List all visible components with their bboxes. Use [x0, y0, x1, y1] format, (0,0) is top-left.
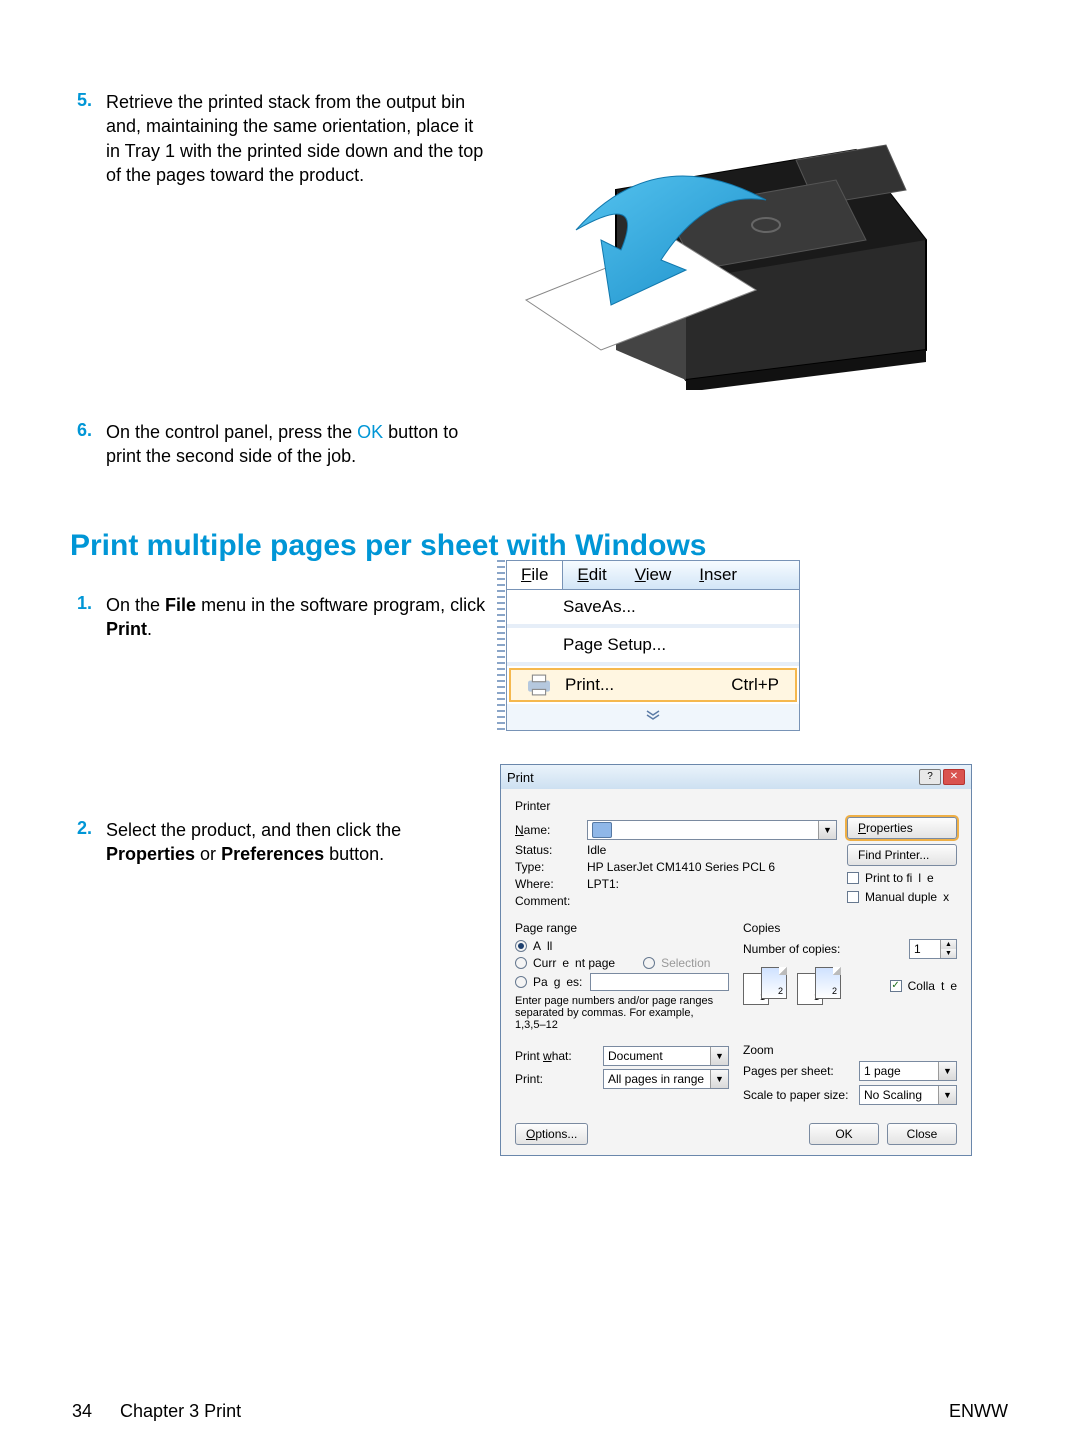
dropdown-arrow-icon: ▼ [818, 821, 836, 839]
spin-down[interactable]: ▼ [940, 949, 956, 958]
zoom-label: Zoom [743, 1043, 957, 1057]
print-range-select[interactable]: All pages in range▼ [603, 1069, 729, 1089]
text-prefix: On the control panel, press the [106, 422, 357, 442]
ok-button[interactable]: OK [809, 1123, 879, 1145]
all-radio[interactable]: All [515, 939, 552, 953]
print-range-label: Print: [515, 1072, 595, 1086]
step-6-row: 6. On the control panel, press the OK bu… [70, 420, 1010, 469]
collate-checkbox[interactable]: ✓Collate [890, 979, 957, 993]
printer-group-label: Printer [515, 799, 957, 813]
spin-up[interactable]: ▲ [940, 940, 956, 949]
menu-page-setup[interactable]: Page Setup... [507, 628, 799, 662]
menu-edit[interactable]: Edit [563, 561, 620, 589]
t: button. [324, 844, 384, 864]
bold-file: File [165, 595, 196, 615]
print-what-select[interactable]: Document▼ [603, 1046, 729, 1066]
name-label: Name: [515, 823, 579, 837]
pages-input[interactable] [590, 973, 729, 991]
toolbar-dots [497, 560, 505, 731]
num-copies-value: 1 [910, 940, 940, 958]
pages-per-sheet-select[interactable]: 1 page▼ [859, 1061, 957, 1081]
copies-label: Copies [743, 921, 957, 935]
status-label: Status: [515, 843, 579, 857]
page-range-label: Page range [515, 921, 729, 935]
menu-view[interactable]: View [621, 561, 686, 589]
printer-name-select[interactable]: ▼ [587, 820, 837, 840]
dialog-title: Print [507, 770, 534, 785]
footer-right: ENWW [949, 1401, 1008, 1422]
step-number: 1. [70, 593, 106, 614]
options-button[interactable]: Options... [515, 1123, 588, 1145]
num-copies-label: Number of copies: [743, 942, 840, 956]
printer-icon [525, 674, 553, 696]
type-label: Type: [515, 860, 579, 874]
status-value: Idle [587, 843, 606, 857]
t: Select the product, and then click the [106, 820, 401, 840]
print-dialog: Print ? ✕ Printer Name: ▼ Status [500, 764, 972, 1156]
page-content: 5. Retrieve the printed stack from the o… [70, 90, 1010, 1377]
manual-duplex-checkbox[interactable]: Manual duplex [847, 890, 957, 904]
bold-print: Print [106, 619, 147, 639]
menu-insert[interactable]: Inser [685, 561, 751, 589]
print-what-label: Print what: [515, 1049, 595, 1063]
menu-print[interactable]: Print... Ctrl+P [509, 668, 797, 702]
ok-label: OK [357, 422, 383, 442]
step-number: 2. [70, 818, 106, 839]
shortcut: Ctrl+P [731, 675, 787, 695]
printer-icon [592, 822, 612, 838]
pages-radio[interactable]: Pages: [515, 975, 582, 989]
selection-radio: Selection [643, 956, 710, 970]
find-printer-button[interactable]: Find Printer... [847, 844, 957, 866]
dialog-close-button[interactable]: Close [887, 1123, 957, 1145]
help-button[interactable]: ? [919, 769, 941, 785]
step-text: On the File menu in the software program… [106, 593, 486, 642]
current-page-radio[interactable]: Current page [515, 956, 615, 970]
collate-preview: 12 12 [743, 967, 841, 1005]
close-button[interactable]: ✕ [943, 769, 965, 785]
where-label: Where: [515, 877, 579, 891]
menu-save-as[interactable]: Save As... [507, 590, 799, 624]
comment-label: Comment: [515, 894, 579, 908]
section-heading: Print multiple pages per sheet with Wind… [70, 529, 1010, 563]
step-number: 6. [70, 420, 106, 441]
step-text: Retrieve the printed stack from the outp… [106, 90, 486, 187]
pages-help-text: Enter page numbers and/or page ranges se… [515, 995, 725, 1031]
step-number: 5. [70, 90, 106, 111]
step-text: On the control panel, press the OK butto… [106, 420, 486, 469]
print-to-file-checkbox[interactable]: Print to file [847, 871, 957, 885]
separator [507, 662, 799, 666]
properties-button[interactable]: Properties [847, 817, 957, 839]
chevron-down-icon [645, 709, 661, 721]
t: . [147, 619, 152, 639]
bold-properties: Properties [106, 844, 195, 864]
bold-preferences: Preferences [221, 844, 324, 864]
scale-select[interactable]: No Scaling▼ [859, 1085, 957, 1105]
pages-per-sheet-label: Pages per sheet: [743, 1064, 853, 1078]
printer-illustration [506, 90, 946, 390]
where-value: LPT1: [587, 877, 619, 891]
step-text: Select the product, and then click the P… [106, 818, 486, 867]
type-value: HP LaserJet CM1410 Series PCL 6 [587, 860, 775, 874]
menubar: File Edit View Inser [506, 560, 800, 590]
chapter-label: Chapter 3 Print [120, 1401, 241, 1422]
num-copies-spinbox[interactable]: 1 ▲▼ [909, 939, 957, 959]
t: menu in the software program, click [196, 595, 485, 615]
t: On the [106, 595, 165, 615]
t: or [195, 844, 221, 864]
page-footer: 34 Chapter 3 Print ENWW [72, 1401, 1008, 1422]
menu-expand[interactable] [507, 704, 799, 730]
file-dropdown: Save As... Page Setup... Print... Ctrl+P [506, 590, 800, 731]
menu-file[interactable]: File [507, 561, 563, 589]
file-menu-screenshot: File Edit View Inser Save As... Page Set… [506, 560, 800, 731]
page-number: 34 [72, 1401, 92, 1422]
scale-label: Scale to paper size: [743, 1088, 853, 1102]
dialog-titlebar: Print ? ✕ [501, 765, 971, 789]
